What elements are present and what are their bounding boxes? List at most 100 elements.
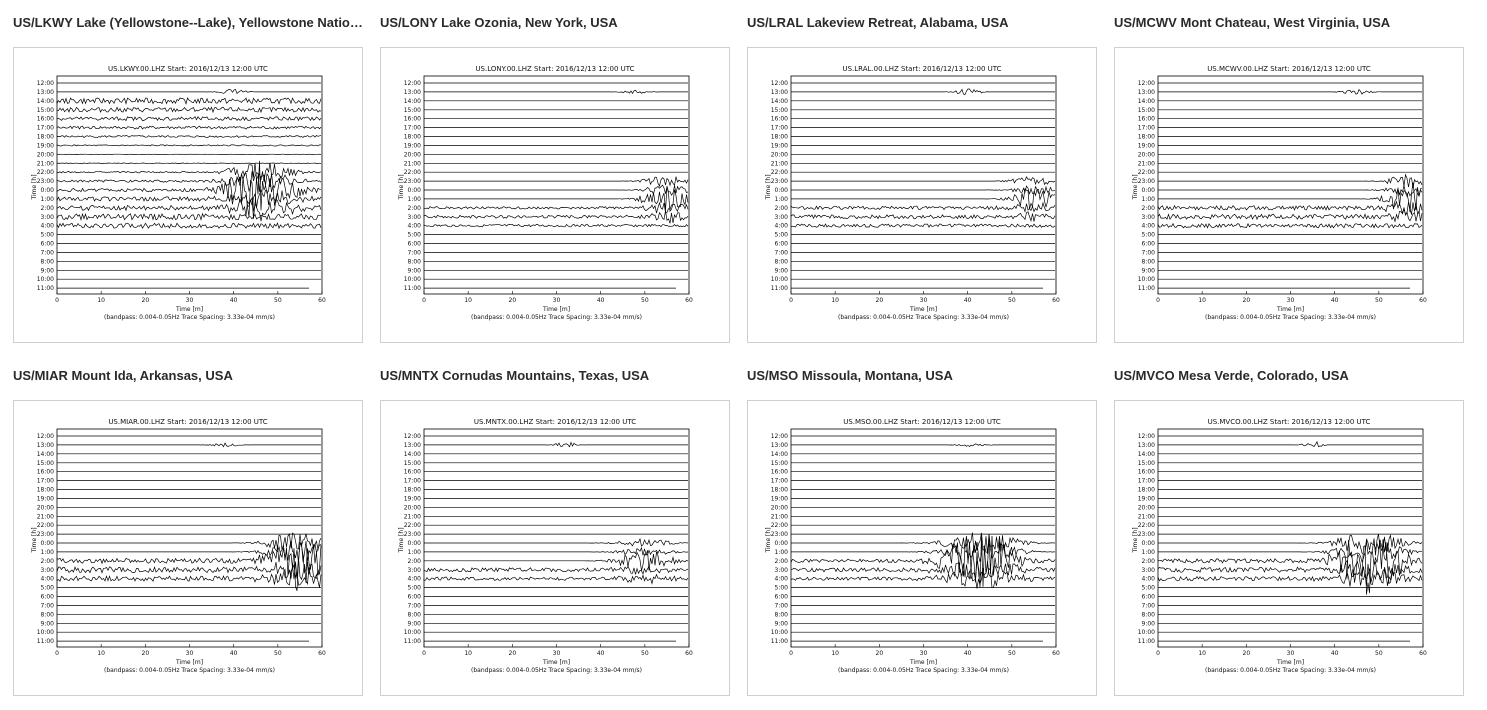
trace-line [1158,534,1423,555]
hour-tick-label: 14:00 [1138,451,1155,458]
hour-tick-label: 3:00 [41,214,55,221]
station-card: US/MSO Missoula, Montana, USA US.MSO.00.… [747,367,1097,697]
helicorder-plot[interactable]: US.MSO.00.LHZ Start: 2016/12/13 12:00 UT… [747,400,1097,696]
hour-tick-label: 8:00 [1142,611,1156,618]
x-tick-label: 60 [318,650,326,657]
station-title-link[interactable]: US/MIAR Mount Ida, Arkansas, USA [13,368,233,383]
hour-tick-label: 7:00 [41,602,55,609]
hour-tick-label: 15:00 [37,460,54,467]
helicorder-plot[interactable]: US.LONY.00.LHZ Start: 2016/12/13 12:00 U… [380,47,730,343]
trace-line [423,210,689,224]
hour-tick-label: 11:00 [1138,285,1155,292]
trace-line [424,546,689,556]
trace-line [424,441,688,448]
helicorder-plot[interactable]: US.MVCO.00.LHZ Start: 2016/12/13 12:00 U… [1114,400,1464,696]
hour-tick-label: 2:00 [41,558,55,565]
trace-line [790,223,1056,228]
trace-line [424,176,689,187]
x-tick-label: 40 [597,650,605,657]
helicorder-chart: US.MCWV.00.LHZ Start: 2016/12/13 12:00 U… [1132,65,1427,321]
station-title-link[interactable]: US/LKWY Lake (Yellowstone--Lake), Yellow… [13,15,363,30]
hour-tick-label: 18:00 [37,134,54,141]
hour-tick-label: 3:00 [1142,214,1156,221]
hour-tick-label: 20:00 [404,504,421,511]
hour-tick-label: 16:00 [37,116,54,123]
trace-line [424,184,689,196]
x-tick-label: 30 [1287,650,1295,657]
hour-tick-label: 1:00 [775,549,789,556]
hour-tick-label: 14:00 [1138,98,1155,105]
x-tick-label: 40 [964,297,972,304]
hour-tick-label: 20:00 [37,151,54,158]
x-tick-label: 20 [876,297,884,304]
trace-line [423,565,689,575]
plot-title: US.LKWY.00.LHZ Start: 2016/12/13 12:00 U… [108,65,268,73]
trace-line [56,212,322,221]
trace-line [790,567,1056,589]
x-tick-label: 60 [1052,650,1060,657]
trace-line [57,88,321,94]
station-title-link[interactable]: US/LONY Lake Ozonia, New York, USA [380,15,618,30]
hour-tick-label: 2:00 [775,205,789,212]
hour-tick-label: 1:00 [41,549,55,556]
hour-tick-label: 11:00 [37,638,54,645]
helicorder-plot[interactable]: US.MNTX.00.LHZ Start: 2016/12/13 12:00 U… [380,400,730,696]
station-title-link[interactable]: US/LRAL Lakeview Retreat, Alabama, USA [747,15,1009,30]
x-tick-label: 0 [1156,650,1160,657]
hour-tick-label: 16:00 [37,469,54,476]
hour-tick-label: 9:00 [41,267,55,274]
hour-tick-label: 10:00 [37,276,54,283]
hour-tick-label: 6:00 [41,594,55,601]
hour-tick-label: 10:00 [1138,276,1155,283]
hour-tick-label: 5:00 [41,232,55,239]
trace-line [423,223,689,228]
x-tick-label: 40 [597,297,605,304]
hour-tick-label: 10:00 [404,276,421,283]
trace-line [790,560,1056,582]
trace-line [791,185,1056,195]
hour-tick-label: 7:00 [775,602,789,609]
trace-line [1157,207,1423,223]
hour-tick-label: 14:00 [404,451,421,458]
trace-line [1157,200,1423,217]
hour-tick-label: 17:00 [1138,125,1155,132]
hour-tick-label: 8:00 [41,611,55,618]
hour-tick-label: 19:00 [771,495,788,502]
x-tick-label: 40 [1331,650,1339,657]
helicorder-plot[interactable]: US.MCWV.00.LHZ Start: 2016/12/13 12:00 U… [1114,47,1464,343]
hour-tick-label: 9:00 [41,620,55,627]
hour-tick-label: 5:00 [1142,232,1156,239]
helicorder-plot[interactable]: US.LKWY.00.LHZ Start: 2016/12/13 12:00 U… [13,47,363,343]
hour-tick-label: 15:00 [771,460,788,467]
x-tick-label: 30 [553,650,561,657]
station-card: US/MIAR Mount Ida, Arkansas, USA US.MIAR… [13,367,363,697]
helicorder-plot[interactable]: US.LRAL.00.LHZ Start: 2016/12/13 12:00 U… [747,47,1097,343]
x-tick-label: 60 [1052,297,1060,304]
hour-tick-label: 11:00 [771,638,788,645]
plot-footer: (bandpass: 0.004-0.05Hz Trace Spacing: 3… [1205,314,1376,321]
hour-tick-label: 7:00 [41,249,55,256]
x-axis-label: Time [m] [909,659,937,666]
hour-tick-label: 7:00 [775,249,789,256]
hour-tick-label: 7:00 [1142,249,1156,256]
hour-tick-label: 5:00 [775,232,789,239]
y-axis-label: Time [h] [398,527,405,553]
hour-tick-label: 21:00 [771,160,788,167]
x-tick-label: 0 [55,650,59,657]
station-title-link[interactable]: US/MSO Missoula, Montana, USA [747,368,953,383]
hour-tick-label: 15:00 [37,107,54,114]
x-tick-label: 10 [831,650,839,657]
station-title-link[interactable]: US/MCWV Mont Chateau, West Virginia, USA [1114,15,1391,30]
station-title-link[interactable]: US/MNTX Cornudas Mountains, Texas, USA [380,368,650,383]
helicorder-plot[interactable]: US.MIAR.00.LHZ Start: 2016/12/13 12:00 U… [13,400,363,696]
x-axis-label: Time [m] [909,306,937,313]
hour-tick-label: 17:00 [771,125,788,132]
hour-tick-label: 19:00 [404,495,421,502]
station-title-link[interactable]: US/MVCO Mesa Verde, Colorado, USA [1114,368,1349,383]
plot-footer: (bandpass: 0.004-0.05Hz Trace Spacing: 3… [1205,667,1376,674]
hour-tick-label: 9:00 [1142,267,1156,274]
x-tick-label: 40 [964,650,972,657]
trace-line [1158,182,1423,213]
hour-tick-label: 2:00 [408,558,422,565]
hour-tick-label: 1:00 [408,196,422,203]
